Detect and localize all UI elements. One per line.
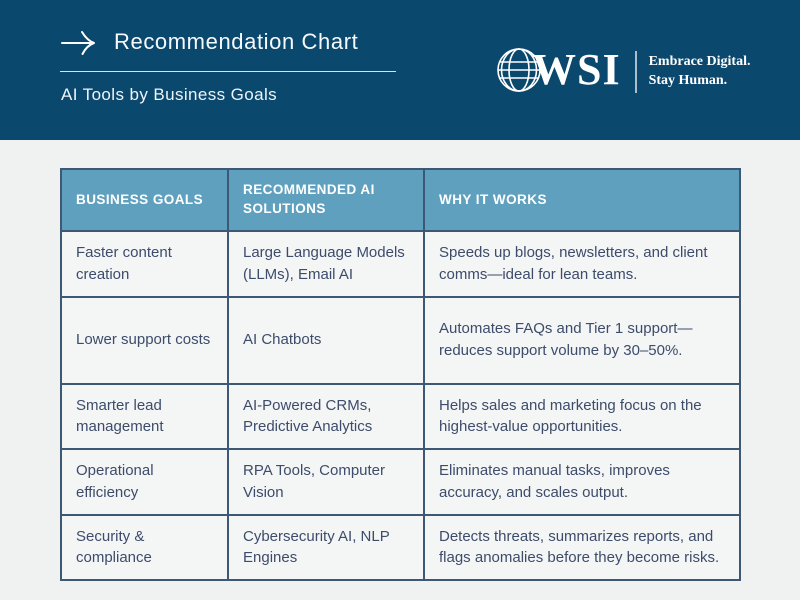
cell-why: Eliminates manual tasks, improves accura… (423, 448, 741, 516)
cell-goal: Security & compliance (60, 513, 229, 581)
cell-goal: Faster content creation (60, 230, 229, 298)
cell-why: Detects threats, summarizes reports, and… (423, 513, 741, 581)
table-row: Lower support costs AI Chatbots Automate… (60, 295, 741, 385)
cell-solution: Large Language Models (LLMs), Email AI (227, 230, 425, 298)
cell-solution: AI Chatbots (227, 295, 425, 385)
table-row: Faster content creation Large Language M… (60, 230, 741, 298)
cell-goal: Operational efficiency (60, 448, 229, 516)
logo-divider-bar (634, 51, 637, 93)
logo-tagline: Embrace Digital. Stay Human. (649, 53, 751, 91)
logo-tagline-line2: Stay Human. (648, 73, 728, 88)
title-row: Recommendation Chart (60, 28, 358, 56)
cell-why: Speeds up blogs, newsletters, and client… (423, 230, 741, 298)
cell-goal: Smarter lead management (60, 382, 229, 450)
title-divider (60, 71, 396, 72)
recommendation-table: BUSINESS GOALS RECOMMENDED AI SOLUTIONS … (60, 168, 741, 581)
cell-solution: RPA Tools, Computer Vision (227, 448, 425, 516)
globe-icon (494, 45, 544, 100)
table-header-row: BUSINESS GOALS RECOMMENDED AI SOLUTIONS … (60, 168, 741, 232)
table-row: Smarter lead management AI-Powered CRMs,… (60, 382, 741, 450)
logo-tagline-line1: Embrace Digital. (648, 54, 751, 70)
header-banner: Recommendation Chart AI Tools by Busines… (0, 0, 800, 140)
wsi-logo: WSI Embrace Digital. Stay Human. (494, 46, 750, 98)
column-header-why-it-works: WHY IT WORKS (423, 168, 741, 232)
arrow-right-icon (60, 28, 98, 56)
column-header-business-goals: BUSINESS GOALS (60, 168, 229, 232)
cell-goal: Lower support costs (60, 295, 229, 385)
cell-why: Helps sales and marketing focus on the h… (423, 382, 741, 450)
cell-why: Automates FAQs and Tier 1 support—reduce… (423, 295, 741, 385)
cell-solution: AI-Powered CRMs, Predictive Analytics (227, 382, 425, 450)
page-title: Recommendation Chart (114, 29, 359, 54)
table-row: Operational efficiency RPA Tools, Comput… (60, 448, 741, 516)
page-subtitle: AI Tools by Business Goals (61, 85, 278, 104)
table-row: Security & compliance Cybersecurity AI, … (60, 513, 741, 581)
cell-solution: Cybersecurity AI, NLP Engines (227, 513, 425, 581)
column-header-recommended-ai-solutions: RECOMMENDED AI SOLUTIONS (227, 168, 425, 232)
logo-acronym: WSI (532, 45, 621, 94)
